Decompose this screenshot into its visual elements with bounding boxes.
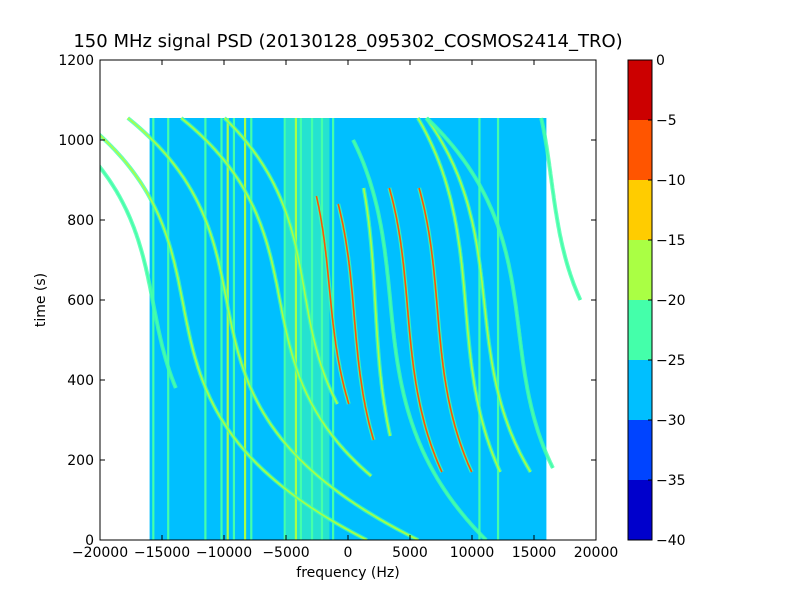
doppler-trace-i bbox=[352, 139, 487, 540]
y-tick-label: 1000 bbox=[58, 133, 94, 149]
doppler-trace-n bbox=[426, 117, 554, 469]
colorbar-tick-label: −20 bbox=[656, 293, 686, 309]
y-tick-label: 1200 bbox=[58, 53, 94, 69]
doppler-trace-f bbox=[315, 195, 350, 405]
doppler-trace-a bbox=[100, 166, 177, 389]
colorbar-segment bbox=[628, 420, 652, 480]
y-tick-label: 600 bbox=[67, 293, 94, 309]
x-tick-label: 20000 bbox=[574, 545, 619, 561]
x-axis-label: frequency (Hz) bbox=[296, 565, 399, 581]
y-tick-label: 400 bbox=[67, 373, 94, 389]
colorbar-segment bbox=[628, 120, 652, 180]
colorbar-segment bbox=[628, 240, 652, 300]
plot-area bbox=[100, 116, 583, 540]
y-tick-label: 800 bbox=[67, 213, 94, 229]
x-tick-label: −20000 bbox=[72, 545, 128, 561]
y-tick-label: 0 bbox=[85, 533, 94, 549]
x-tick-label: 15000 bbox=[512, 545, 557, 561]
x-tick-label: 0 bbox=[344, 545, 353, 561]
x-axis: −20000 −15000 −10000 −5000 0 5000 10000 15000 20… bbox=[72, 60, 618, 561]
colorbar-segment bbox=[628, 180, 652, 240]
doppler-trace-h bbox=[362, 187, 391, 437]
doppler-trace-j bbox=[388, 187, 443, 473]
colorbar-tick-label: −40 bbox=[656, 533, 686, 549]
y-tick-label: 200 bbox=[67, 453, 94, 469]
y-axis: 0 200 400 600 800 1000 1200 bbox=[58, 53, 596, 549]
colorbar-tick-label: −25 bbox=[656, 353, 686, 369]
x-tick-label: −10000 bbox=[196, 545, 252, 561]
y-axis-label: time (s) bbox=[33, 273, 49, 327]
doppler-trace-d bbox=[180, 117, 372, 477]
colorbar-segment bbox=[628, 300, 652, 360]
doppler-trace-m bbox=[425, 117, 532, 473]
x-tick-label: 10000 bbox=[450, 545, 495, 561]
colorbar-tick-label: −5 bbox=[656, 113, 677, 129]
doppler-trace-o bbox=[540, 117, 582, 301]
x-tick-label: −15000 bbox=[134, 545, 190, 561]
colorbar-tick-label: −35 bbox=[656, 473, 686, 489]
colorbar-tick-label: −10 bbox=[656, 173, 686, 189]
chart-title: 150 MHz signal PSD (20130128_095302_COSM… bbox=[73, 31, 622, 52]
colorbar-segment bbox=[628, 480, 652, 540]
colorbar-tick-label: 0 bbox=[656, 53, 665, 69]
x-tick-label: −5000 bbox=[262, 545, 309, 561]
doppler-trace-b bbox=[100, 134, 368, 540]
x-tick-label: 5000 bbox=[392, 545, 428, 561]
doppler-trace-k bbox=[418, 187, 473, 473]
colorbar-tick-label: −30 bbox=[656, 413, 686, 429]
doppler-trace-l bbox=[417, 117, 501, 473]
colorbar-segment bbox=[628, 60, 652, 120]
doppler-trace-e bbox=[223, 117, 339, 405]
colorbar: −40 −35 −30 −25 −20 −15 −10 −5 0 bbox=[627, 53, 686, 549]
colorbar-tick-label: −15 bbox=[656, 233, 686, 249]
doppler-trace-c bbox=[127, 117, 419, 540]
doppler-trace-g bbox=[337, 203, 375, 441]
colorbar-segment bbox=[628, 360, 652, 420]
